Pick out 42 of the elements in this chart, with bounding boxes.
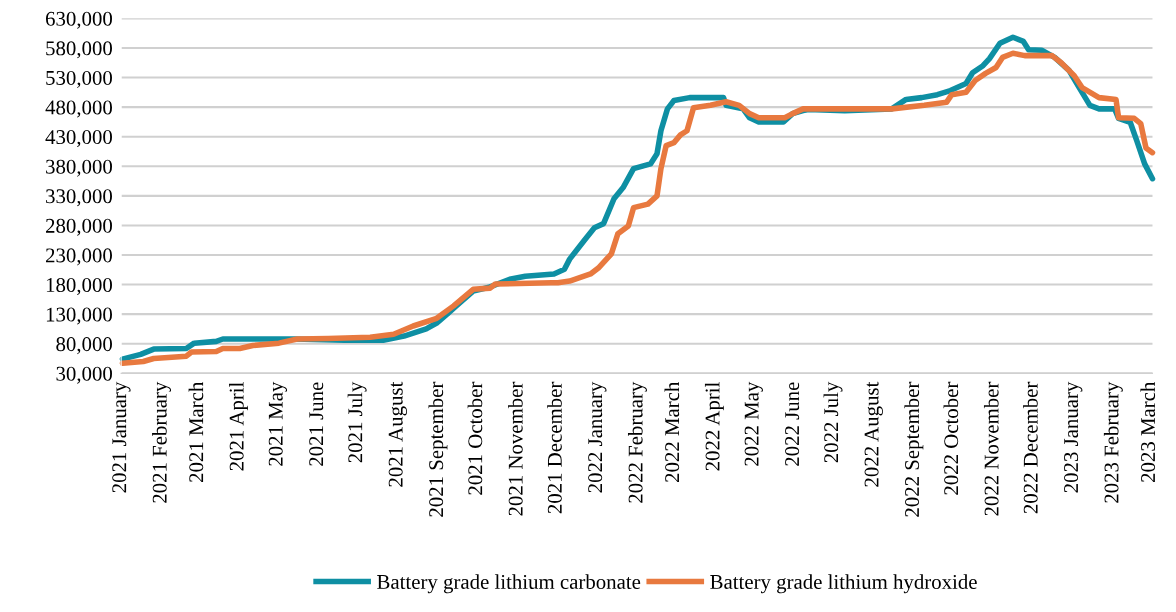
x-tick-label: 2022 August (864, 381, 883, 487)
y-tick-label: 180,000 (46, 277, 112, 296)
y-tick-label: 630,000 (45, 11, 112, 29)
x-tick-label: 2022 June (785, 382, 800, 466)
legend-label: Battery grade lithium carbonate (377, 574, 641, 594)
x-tick-label: 2021 September (428, 381, 448, 517)
y-tick-label: 130,000 (46, 307, 112, 325)
y-tick-label: 530,000 (46, 70, 112, 88)
x-tick-label: 2021 June (309, 382, 324, 466)
x-tick-label: 2021 May (268, 381, 288, 466)
x-tick-label: 2022 May (744, 381, 763, 466)
y-tick-label: 230,000 (46, 248, 112, 266)
x-tick-label: 2022 November (983, 381, 999, 516)
y-tick-label: 480,000 (45, 100, 112, 118)
x-tick-label: 2022 September (904, 381, 924, 517)
x-tick-label: 2023 January (1064, 381, 1083, 493)
y-tick-label: 80,000 (56, 337, 112, 355)
y-tick-label: 430,000 (45, 130, 112, 148)
x-tick-label: 2021 November (508, 381, 523, 516)
x-tick-label: 2022 December (1023, 381, 1038, 514)
x-tick-label: 2022 October (943, 381, 959, 495)
y-tick-label: 280,000 (46, 218, 112, 236)
x-tick-label: 2021 February (152, 381, 172, 503)
x-tick-label: 2021 July (347, 381, 367, 463)
x-tick-label: 2021 December (547, 381, 562, 514)
x-tick-label: 2021 October (467, 381, 483, 495)
x-tick-label: 2023 February (1103, 381, 1123, 503)
x-tick-label: 2023 March (1140, 381, 1156, 482)
x-tick-label: 2022 March (664, 381, 680, 482)
y-tick-label: 380,000 (46, 159, 112, 177)
x-tick-label: 2022 July (823, 381, 843, 463)
x-tick-label: 2021 August (388, 381, 407, 487)
x-tick-label: 2022 April (704, 382, 724, 471)
x-tick-label: 2022 February (627, 381, 647, 503)
x-tick-label: 2021 January (112, 381, 131, 493)
y-tick-label: 30,000 (56, 366, 112, 384)
x-tick-label: 2022 January (588, 381, 607, 493)
y-tick-label: 330,000 (46, 189, 112, 207)
legend-label: Battery grade lithium hydroxide (710, 574, 977, 594)
x-tick-label: 2021 March (188, 381, 204, 482)
x-tick-label: 2021 April (229, 382, 248, 471)
y-tick-label: 580,000 (46, 41, 112, 59)
